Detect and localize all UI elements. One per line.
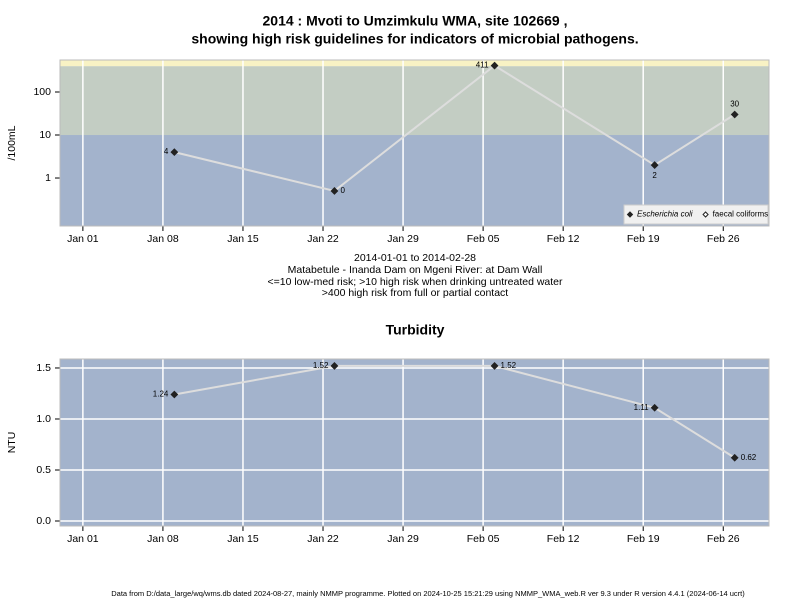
x-tick-label: Jan 01 (67, 533, 99, 545)
x-tick-label: Jan 15 (227, 533, 259, 545)
legend-label: Escherichia coli (637, 210, 693, 219)
legend: Escherichia coli faecal coliforms (623, 204, 769, 225)
y-tick-label: 1 (45, 172, 51, 184)
data-point (650, 161, 659, 169)
legend-marker (702, 211, 709, 218)
x-tick-label: Jan 22 (307, 233, 339, 245)
data-point (330, 187, 339, 195)
risk-band (60, 60, 769, 67)
data-label: 0 (340, 186, 345, 195)
legend-marker (626, 211, 634, 218)
data-point (170, 148, 179, 157)
data-label: 30 (730, 100, 739, 109)
x-tick-label: Feb 19 (627, 233, 660, 245)
data-label: 411 (476, 61, 489, 70)
plot-background (60, 359, 769, 526)
x-tick-label: Jan 01 (67, 233, 99, 245)
x-tick-label: Feb 19 (627, 533, 660, 545)
data-point (730, 453, 739, 462)
data-point (490, 61, 499, 70)
risk-band (60, 66, 769, 136)
x-tick-label: Jan 08 (147, 533, 179, 545)
legend-label: faecal coliforms (713, 210, 769, 219)
data-label: 1.52 (313, 361, 329, 370)
x-tick-label: Feb 05 (467, 233, 500, 245)
x-tick-label: Feb 26 (707, 233, 740, 245)
plot-frame (59, 59, 770, 227)
x-tick-label: Jan 29 (387, 533, 419, 545)
data-point (330, 362, 339, 370)
y-tick-label: 100 (33, 86, 51, 98)
chart-title: 2014 : Mvoti to Umzimkulu WMA, site 1026… (263, 13, 568, 29)
y-tick-label: 10 (39, 129, 51, 141)
chart-subtitle: >400 high risk from full or partial cont… (322, 287, 509, 299)
x-tick-label: Jan 29 (387, 233, 419, 245)
footer: Data from D:/data_large/wq/wms.db dated … (111, 589, 745, 598)
data-label: 1.11 (634, 403, 650, 412)
data-point (170, 390, 179, 399)
chart-subtitle: 2014-01-01 to 2014-02-28 (354, 252, 476, 264)
x-tick-label: Jan 08 (147, 233, 179, 245)
y-axis-label: NTU (6, 432, 18, 454)
x-tick-label: Feb 05 (467, 533, 500, 545)
chart-subtitle: <=10 low-med risk; >10 high risk when dr… (267, 276, 563, 288)
data-label: 4 (164, 147, 169, 156)
data-label: 1.52 (501, 361, 517, 370)
data-label: 0.62 (741, 453, 757, 462)
chart-subtitle: Matabetule - Inanda Dam on Mgeni River: … (288, 264, 543, 276)
data-point (730, 110, 739, 119)
y-axis-label: /100mL (6, 125, 18, 160)
x-tick-label: Jan 15 (227, 233, 259, 245)
legend-box (623, 204, 769, 225)
y-tick-label: 1.0 (36, 413, 51, 425)
chart-title: showing high risk guidelines for indicat… (191, 31, 638, 47)
chart-title: Turbidity (386, 322, 445, 338)
data-point (490, 362, 499, 370)
x-tick-label: Feb 12 (547, 533, 580, 545)
data-label: 1.24 (153, 390, 169, 399)
y-tick-label: 1.5 (36, 362, 51, 374)
data-label: 2 (652, 171, 657, 180)
x-tick-label: Feb 12 (547, 233, 580, 245)
plot-frame (59, 358, 770, 527)
y-tick-label: 0.0 (36, 515, 51, 527)
y-tick-label: 0.5 (36, 464, 51, 476)
data-point (650, 403, 659, 412)
x-tick-label: Feb 26 (707, 533, 740, 545)
x-tick-label: Jan 22 (307, 533, 339, 545)
